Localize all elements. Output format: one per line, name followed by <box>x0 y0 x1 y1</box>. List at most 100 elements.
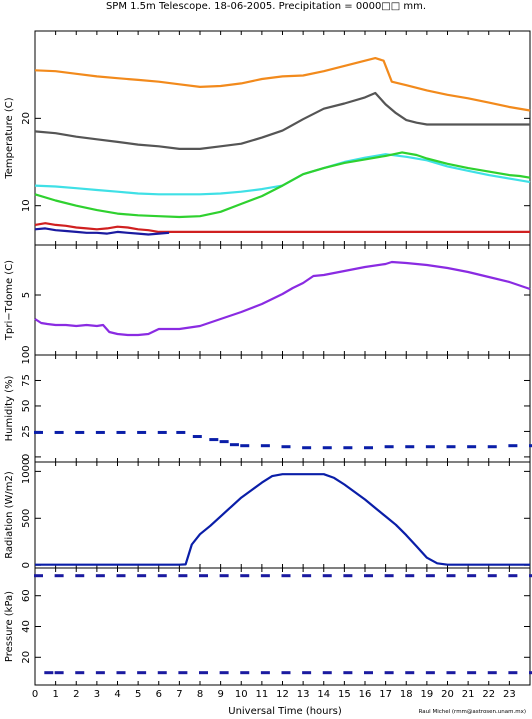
data-point <box>157 671 167 675</box>
series-1 <box>34 574 532 578</box>
chart-title: SPM 1.5m Telescope. 18-06-2005. Precipit… <box>106 1 426 12</box>
series-1-line <box>35 473 530 566</box>
series-1-line <box>34 260 531 337</box>
data-point <box>322 671 332 675</box>
x-tick-label: 23 <box>503 689 516 700</box>
x-tick-label: 12 <box>276 689 289 700</box>
series-2-line <box>34 91 530 150</box>
series-1-line <box>34 56 531 112</box>
data-point <box>281 445 291 449</box>
data-point <box>137 671 147 675</box>
data-point <box>240 444 250 448</box>
data-point <box>467 671 477 675</box>
x-tick-label: 5 <box>135 689 141 700</box>
data-point <box>322 574 332 578</box>
data-point <box>137 430 147 434</box>
series-4-line <box>34 151 531 219</box>
data-point <box>260 671 270 675</box>
x-tick-label: 9 <box>217 689 223 700</box>
y-axis-label: Tpri−Tdome (C) <box>4 260 15 341</box>
x-tick-label: 11 <box>256 689 269 700</box>
data-point <box>343 446 353 450</box>
series-2 <box>44 671 532 675</box>
data-point <box>157 574 167 578</box>
credit-label: Raul Michel (rmm@astrosen.unam.mx) <box>419 709 526 715</box>
data-point <box>302 446 312 450</box>
data-point <box>54 430 64 434</box>
data-point <box>384 574 394 578</box>
y-axis-label: Temperature (C) <box>4 97 15 179</box>
data-point <box>192 435 202 439</box>
x-tick-label: 15 <box>338 689 351 700</box>
panel-2: 5 Tpri−Tdome (C) <box>4 244 531 356</box>
data-point <box>44 671 54 675</box>
data-point <box>467 574 477 578</box>
data-point <box>322 446 332 450</box>
data-point <box>95 574 105 578</box>
data-point <box>446 445 456 449</box>
y-tick-label: 25 <box>21 425 32 438</box>
data-point <box>343 671 353 675</box>
y-tick-label: 20 <box>21 112 32 125</box>
data-point <box>54 671 64 675</box>
x-tick-label: 18 <box>400 689 413 700</box>
panel-frame <box>34 567 531 686</box>
x-axis-label: Universal Time (hours) <box>228 706 342 717</box>
data-point <box>508 671 518 675</box>
series-3-line <box>34 153 531 196</box>
x-axis: 0 1 2 3 4 5 6 7 8 9 10 11 12 13 14 15 16 17 18 19 20 21 22 23 <box>32 689 516 700</box>
data-point <box>487 445 497 449</box>
data-point <box>529 671 532 675</box>
y-tick-label: 1000 <box>21 459 32 484</box>
data-point <box>467 445 477 449</box>
data-point <box>176 430 186 434</box>
x-tick-label: 2 <box>73 689 79 700</box>
y-tick-label: 100 <box>21 345 32 364</box>
x-tick-label: 16 <box>359 689 372 700</box>
y-axis-label: Pressure (kPa) <box>4 591 15 662</box>
data-point <box>446 574 456 578</box>
y-tick-label: 20 <box>21 651 32 664</box>
x-tick-label: 21 <box>462 689 475 700</box>
x-tick-label: 8 <box>197 689 203 700</box>
x-tick-label: 4 <box>114 689 120 700</box>
y-tick-label: 0 <box>21 454 32 460</box>
y-tick-label: 0 <box>21 562 32 568</box>
panel-4: 0 500 1000 Radiation (W/m2) <box>4 459 531 569</box>
y-tick-label: 40 <box>21 620 32 633</box>
panel-frame <box>34 461 531 569</box>
y-tick-label: 5 <box>21 292 32 298</box>
x-tick-label: 20 <box>441 689 454 700</box>
data-point <box>302 671 312 675</box>
y-axis-label: Radiation (W/m2) <box>4 471 15 559</box>
y-tick-label: 10 <box>21 199 32 212</box>
data-point <box>178 574 188 578</box>
data-point <box>34 574 43 578</box>
data-point <box>281 574 291 578</box>
data-point <box>260 574 270 578</box>
data-point <box>405 671 415 675</box>
data-point <box>116 574 126 578</box>
data-point <box>219 440 229 444</box>
data-point <box>229 443 239 447</box>
data-point <box>95 430 105 434</box>
data-point <box>219 671 229 675</box>
data-point <box>75 671 85 675</box>
data-point <box>260 444 270 448</box>
panel-1: 10 20 Temperature (C) <box>4 30 531 246</box>
x-tick-label: 19 <box>421 689 434 700</box>
series-5-line <box>34 222 530 233</box>
x-tick-label: 13 <box>297 689 310 700</box>
data-point <box>487 671 497 675</box>
x-tick-label: 22 <box>482 689 495 700</box>
y-tick-label: 75 <box>21 374 32 387</box>
x-tick-label: 17 <box>379 689 392 700</box>
data-point <box>137 574 147 578</box>
data-point <box>405 574 415 578</box>
data-point <box>425 671 435 675</box>
series-1 <box>34 430 532 450</box>
data-point <box>487 574 497 578</box>
data-point <box>405 445 415 449</box>
data-point <box>116 671 126 675</box>
